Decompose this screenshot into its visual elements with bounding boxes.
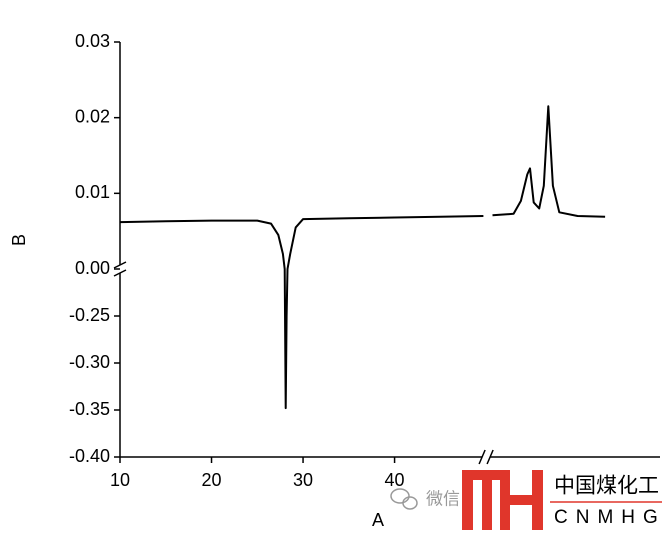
axis-break	[113, 269, 127, 277]
y-axis-label: B	[9, 234, 29, 246]
axis-break	[486, 449, 494, 465]
y-tick-label: 0.02	[75, 106, 110, 126]
y-tick-label: -0.40	[69, 446, 110, 466]
axis-break	[113, 261, 127, 269]
y-tick-label: -0.30	[69, 352, 110, 372]
x-tick-label: 30	[293, 470, 313, 490]
brand-latin: CNMHG	[554, 507, 664, 528]
y-tick-label: 0.01	[75, 182, 110, 202]
watermark: 微信 中国煤化工 CNMHG	[390, 470, 664, 530]
y-tick-label: -0.25	[69, 305, 110, 325]
x-tick-label: 20	[202, 470, 222, 490]
axis-break	[478, 449, 486, 465]
x-tick-label: 40	[385, 470, 405, 490]
wechat-text: 微信	[426, 489, 460, 508]
y-tick-label: 0.00	[75, 258, 110, 278]
logo	[462, 470, 543, 530]
data-line	[119, 215, 484, 410]
x-axis-label: A	[372, 510, 384, 530]
y-tick-label: -0.35	[69, 399, 110, 419]
y-tick-label: 0.03	[75, 31, 110, 51]
data-line	[492, 105, 606, 218]
brand: 中国煤化工	[554, 475, 659, 498]
wechat-icon	[390, 488, 418, 510]
x-tick-label: 10	[110, 470, 130, 490]
